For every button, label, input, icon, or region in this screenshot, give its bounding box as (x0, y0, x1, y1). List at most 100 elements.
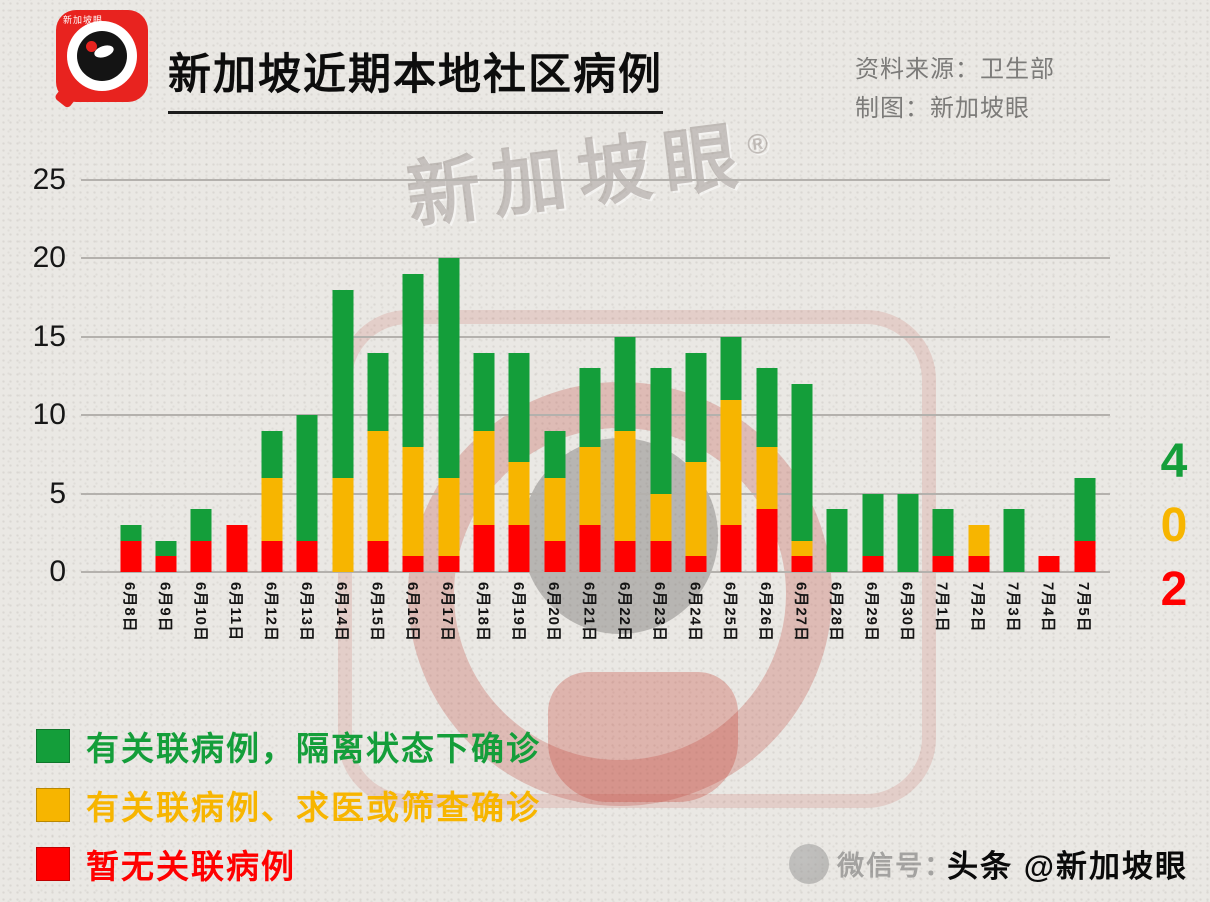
gridline (81, 335, 1110, 338)
bar-column (714, 180, 749, 572)
x-tick-cell: 6月20日 (537, 582, 572, 682)
bar-column (678, 180, 713, 572)
x-tick-label: 6月25日 (721, 582, 739, 643)
x-tick-cell: 6月14日 (325, 582, 360, 682)
bar-segment (508, 462, 530, 525)
bar-segment (791, 383, 813, 541)
x-tick-cell: 6月21日 (572, 582, 607, 682)
source-attribution: 资料来源：卫生部 制图：新加坡眼 (855, 50, 1055, 128)
bar-segment (473, 352, 495, 431)
source-line-1: 资料来源：卫生部 (855, 56, 1055, 83)
bar-segment (968, 524, 990, 557)
bar-segment (826, 509, 848, 572)
bar-segment (226, 524, 248, 572)
bar-stack (614, 180, 636, 572)
bar-segment (685, 462, 707, 557)
bar-segment (190, 509, 212, 541)
bar-stack (897, 180, 919, 572)
bar-column (396, 180, 431, 572)
bar-segment (473, 430, 495, 525)
bar-segment (508, 352, 530, 463)
x-tick-label: 6月19日 (509, 582, 527, 643)
bars-row (113, 180, 1102, 572)
bar-segment (756, 509, 778, 572)
y-tick-label: 10 (32, 398, 66, 432)
x-tick-cell: 6月24日 (678, 582, 713, 682)
legend-item: 有关联病例、求医或筛查确诊 (36, 781, 541, 829)
bar-column (961, 180, 996, 572)
x-tick-label: 6月30日 (898, 582, 916, 643)
x-tick-cell: 6月19日 (502, 582, 537, 682)
x-tick-cell: 6月13日 (290, 582, 325, 682)
gridline (81, 571, 1110, 573)
x-axis-labels: 6月8日 6月9日 6月10日 6月11日 6月12日 6月13日 6月14日 6月15日 6月… (113, 582, 1102, 682)
bar-stack (226, 180, 248, 572)
bar-column (537, 180, 572, 572)
bar-segment (614, 430, 636, 541)
toutiao-handle-text: 头条 @新加坡眼 (947, 849, 1188, 884)
x-tick-label: 6月23日 (651, 582, 669, 643)
x-tick-cell: 6月17日 (431, 582, 466, 682)
bar-column (219, 180, 254, 572)
wechat-icon (789, 843, 830, 884)
gridline (81, 179, 1110, 181)
bar-segment (261, 477, 283, 541)
brand-logo: 新加坡眼 (53, 10, 148, 109)
legend-swatch (36, 847, 70, 881)
bar-segment (720, 524, 742, 572)
bar-column (784, 180, 819, 572)
x-tick-cell: 6月9日 (148, 582, 183, 682)
x-tick-cell: 6月23日 (643, 582, 678, 682)
bar-column (855, 180, 890, 572)
bar-segment (685, 556, 707, 572)
y-tick-label: 20 (32, 241, 66, 275)
registered-mark: ® (745, 127, 770, 161)
bar-segment (261, 540, 283, 572)
legend-item: 有关联病例，隔离状态下确诊 (36, 722, 541, 770)
bar-segment (367, 430, 389, 541)
x-tick-label: 6月13日 (297, 582, 315, 643)
wechat-id-text: 微信号： (837, 851, 954, 881)
bar-segment (473, 524, 495, 572)
bar-segment (756, 446, 778, 510)
source-line-2: 制图：新加坡眼 (855, 95, 1030, 122)
x-tick-label: 6月10日 (191, 582, 209, 643)
bar-stack (508, 180, 530, 572)
bar-segment (261, 430, 283, 478)
latest-count-red: 2 (1160, 563, 1188, 616)
x-tick-cell: 6月8日 (113, 582, 148, 682)
bar-segment (544, 540, 566, 572)
bar-column (466, 180, 501, 572)
bar-segment (968, 556, 990, 572)
bar-column (996, 180, 1031, 572)
bar-segment (614, 336, 636, 431)
x-tick-cell: 6月22日 (608, 582, 643, 682)
bar-segment (720, 399, 742, 525)
bar-segment (1003, 509, 1025, 572)
chart-region: 0 5 10 15 20 25 6月8日 6月9日 6月10日 6月11日 6月12日 6月13日 6… (0, 158, 1210, 703)
bar-column (643, 180, 678, 572)
x-tick-cell: 6月18日 (466, 582, 501, 682)
bar-segment (650, 493, 672, 541)
x-tick-label: 6月17日 (439, 582, 457, 643)
footer-watermark: 微信号： 头条 @新加坡眼 (789, 841, 1188, 886)
bar-stack (473, 180, 495, 572)
bar-column (572, 180, 607, 572)
bar-stack (650, 180, 672, 572)
y-axis: 0 5 10 15 20 25 (8, 164, 80, 588)
bar-segment (367, 540, 389, 572)
legend-swatch (36, 788, 70, 822)
x-tick-label: 6月22日 (615, 582, 633, 643)
bar-segment (862, 493, 884, 557)
bar-segment (650, 540, 672, 572)
bar-column (1067, 180, 1102, 572)
gridline (81, 257, 1110, 260)
x-tick-label: 7月3日 (1004, 582, 1022, 633)
bar-stack (579, 180, 601, 572)
bar-column (502, 180, 537, 572)
x-tick-label: 6月9日 (156, 582, 174, 633)
x-tick-cell: 6月16日 (396, 582, 431, 682)
x-tick-label: 7月5日 (1075, 582, 1093, 633)
legend-swatch (36, 729, 70, 763)
